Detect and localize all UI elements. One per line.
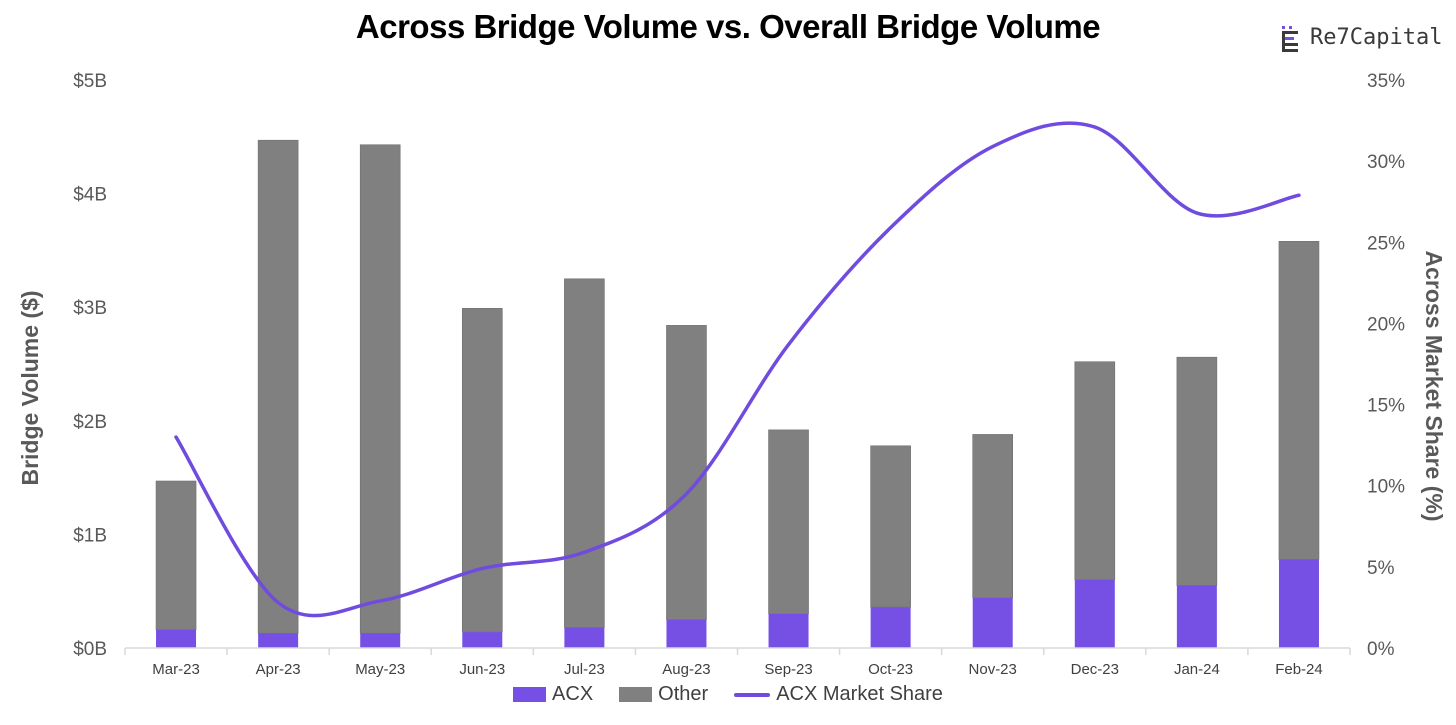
bar-other-oct-23 <box>870 445 911 608</box>
bar-other-dec-23 <box>1074 361 1116 581</box>
legend-swatch-acx-market-share <box>734 692 771 697</box>
y-axis-right-title: Across Market Share (%) <box>1421 251 1447 522</box>
x-tick-label-may-23: May-23 <box>355 661 405 678</box>
bar-other-nov-23 <box>972 434 1014 599</box>
bar-other-may-23 <box>359 144 401 634</box>
series-line-acx-market-share <box>174 121 1301 618</box>
y-right-tick-label: 30% <box>1367 152 1405 173</box>
x-tick-label-aug-23: Aug-23 <box>662 661 710 678</box>
legend-swatch-other <box>619 687 653 702</box>
x-axis-labels: Mar-23 Apr-23 May-23 Jun-23 Jul-23 Aug-23 Sep-… <box>152 661 1322 678</box>
legend-label-acx: ACX <box>552 683 594 705</box>
legend-label-other: Other <box>658 683 709 705</box>
bars-layer <box>155 139 1320 648</box>
legend-item-acx: ACX <box>513 683 593 706</box>
legend-item-other: Other <box>619 683 708 706</box>
x-tick-label-nov-23: Nov-23 <box>969 661 1017 678</box>
logo-text: Re7Capital <box>1310 25 1443 50</box>
bar-other-feb-24 <box>1278 241 1320 560</box>
x-tick-label-jul-23: Jul-23 <box>564 661 605 678</box>
y-left-tick-label: $0B <box>73 639 107 660</box>
bar-other-aug-23 <box>666 325 707 620</box>
bar-other-sep-23 <box>768 429 809 615</box>
x-tick-label-mar-23: Mar-23 <box>152 661 200 678</box>
y-right-tick-label: 0% <box>1367 639 1395 660</box>
legend-swatch-acx <box>513 687 547 702</box>
bar-acx-apr-23 <box>258 633 299 648</box>
y-axis-left-labels: $0B $1B $2B $3B $4B $5B <box>73 71 107 660</box>
y-right-tick-label: 25% <box>1367 233 1405 254</box>
y-right-tick-label: 15% <box>1367 396 1405 417</box>
x-tick-label-sep-23: Sep-23 <box>764 661 812 678</box>
bar-acx-jan-24 <box>1176 585 1217 648</box>
re7-logo-icon <box>1282 26 1298 52</box>
bar-other-jan-24 <box>1176 356 1218 586</box>
bar-acx-sep-23 <box>768 613 809 648</box>
x-tick-label-jan-24: Jan-24 <box>1174 661 1220 678</box>
x-tick-label-jun-23: Jun-23 <box>459 661 505 678</box>
y-right-tick-label: 20% <box>1367 314 1405 335</box>
bar-acx-jun-23 <box>462 632 503 648</box>
legend-item-acx-market-share: ACX Market Share <box>734 683 943 706</box>
y-left-tick-label: $3B <box>73 298 107 319</box>
x-axis-ticks <box>124 648 1351 655</box>
y-axis-left-title: Bridge Volume ($) <box>17 290 43 485</box>
brand-logo: Re7Capital <box>1280 24 1450 58</box>
y-left-tick-label: $1B <box>73 525 107 546</box>
y-left-tick-label: $4B <box>73 185 107 206</box>
bar-acx-feb-24 <box>1278 559 1319 648</box>
x-tick-label-apr-23: Apr-23 <box>256 661 301 678</box>
bar-acx-mar-23 <box>156 629 197 648</box>
x-tick-label-dec-23: Dec-23 <box>1071 661 1119 678</box>
y-left-tick-label: $5B <box>73 71 107 92</box>
chart-title: Across Bridge Volume vs. Overall Bridge … <box>355 8 1101 45</box>
bar-acx-aug-23 <box>666 619 707 648</box>
bar-other-jul-23 <box>564 278 605 628</box>
y-right-tick-label: 10% <box>1367 477 1405 498</box>
bar-acx-may-23 <box>360 633 401 648</box>
chart-legend: ACX Other ACX Market Share <box>0 683 1456 706</box>
y-left-tick-label: $2B <box>73 412 107 433</box>
bar-other-mar-23 <box>155 480 197 631</box>
y-axis-right-labels: 0% 5% 10% 15% 20% 25% 30% 35% <box>1367 71 1405 660</box>
bar-acx-oct-23 <box>870 607 911 648</box>
x-tick-label-oct-23: Oct-23 <box>868 661 913 678</box>
y-right-tick-label: 35% <box>1367 71 1405 92</box>
x-tick-label-feb-24: Feb-24 <box>1275 661 1323 678</box>
bar-acx-jul-23 <box>564 627 605 648</box>
legend-label-acx-market-share: ACX Market Share <box>776 683 943 705</box>
y-right-tick-label: 5% <box>1367 558 1395 579</box>
bar-other-jun-23 <box>461 308 503 633</box>
bar-acx-dec-23 <box>1074 579 1115 648</box>
bar-acx-nov-23 <box>972 598 1013 648</box>
bar-other-apr-23 <box>257 139 299 634</box>
chart-plot: $0B $1B $2B $3B $4B $5B 0% 5% 10% 15% 20% 25% 30% 35… <box>17 71 1447 678</box>
